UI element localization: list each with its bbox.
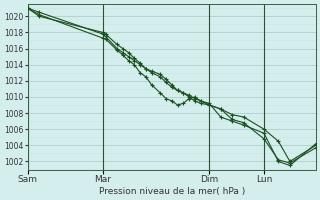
X-axis label: Pression niveau de la mer( hPa ): Pression niveau de la mer( hPa ) — [99, 187, 245, 196]
